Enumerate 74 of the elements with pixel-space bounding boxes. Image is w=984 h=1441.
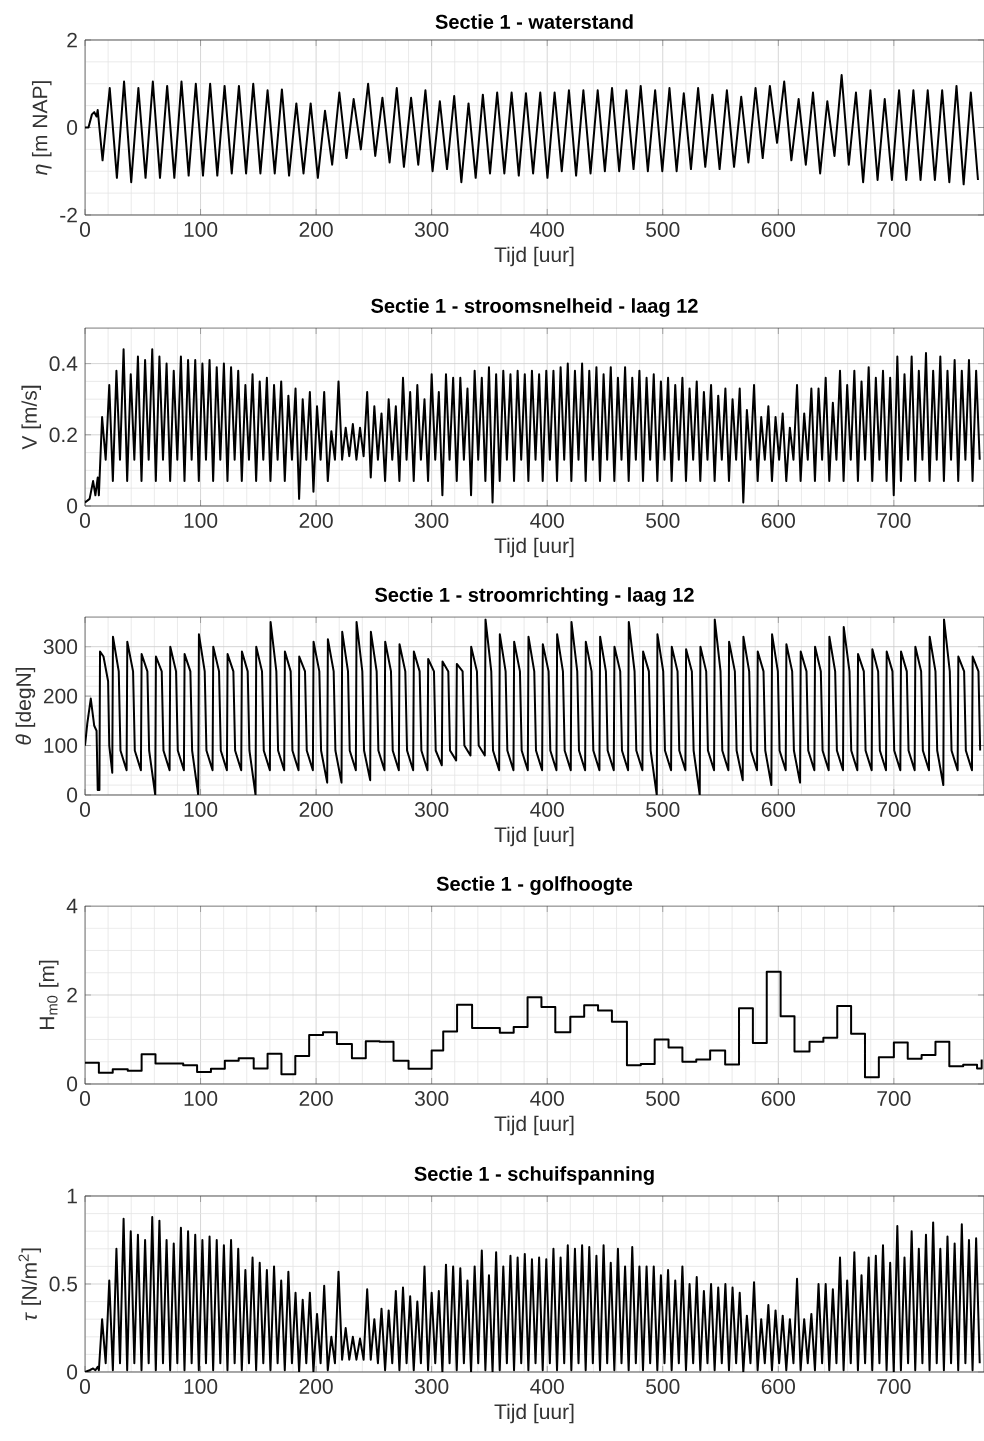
line-series <box>85 1216 981 1372</box>
x-tick-label: 600 <box>761 802 795 817</box>
x-tick-label: 500 <box>646 222 680 237</box>
y-tick-label: 200 <box>43 688 78 704</box>
chart-title: Sectie 1 - schuifspanning <box>414 1166 654 1185</box>
y-tick-label: 4 <box>66 898 78 914</box>
y-tick-label: 2 <box>67 987 77 1003</box>
x-tick-label: 400 <box>530 802 564 817</box>
y-tick-label: 0 <box>67 787 78 803</box>
x-tick-label: 0 <box>79 1091 91 1106</box>
y-tick-label: 0 <box>67 1076 78 1092</box>
x-tick-label: 700 <box>877 222 911 237</box>
y-tick-label: 0.4 <box>49 356 78 372</box>
x-tick-label: 0 <box>79 222 91 237</box>
x-axis-title: Tijd [uur] <box>494 246 574 267</box>
chart-title: Sectie 1 - stroomsnelheid - laag 12 <box>371 298 698 317</box>
x-tick-label: 300 <box>414 222 449 237</box>
y-tick-label: 2 <box>67 32 77 48</box>
x-tick-label: 300 <box>414 1379 449 1394</box>
y-axis-title: τ [N/m$^{2}$] <box>18 1248 42 1321</box>
x-tick-label: 500 <box>646 802 680 817</box>
x-tick-label: 400 <box>530 513 564 528</box>
y-tick-label: 0.5 <box>49 1276 78 1292</box>
y-tick-label: 1 <box>67 1188 77 1204</box>
x-tick-label: 300 <box>414 1091 449 1106</box>
y-axis-title: H$_{m0}$ [m] <box>38 960 59 1030</box>
x-tick-label: 300 <box>414 802 449 817</box>
x-tick-label: 200 <box>299 1379 333 1394</box>
x-tick-label: 500 <box>646 1091 680 1106</box>
y-axis-title: η [m NAP] <box>31 81 52 175</box>
x-tick-label: 100 <box>184 222 218 237</box>
y-tick-label: 300 <box>43 639 78 655</box>
x-axis-title: Tijd [uur] <box>494 1403 574 1424</box>
chart-title: Sectie 1 - golfhoogte <box>436 876 633 895</box>
x-tick-label: 200 <box>299 802 333 817</box>
x-tick-label: 0 <box>79 513 91 528</box>
x-tick-label: 600 <box>761 222 795 237</box>
x-tick-label: 100 <box>184 513 218 528</box>
x-tick-label: 500 <box>646 513 680 528</box>
x-tick-label: 400 <box>530 1379 564 1394</box>
x-tick-label: 700 <box>877 1091 911 1106</box>
x-tick-label: 700 <box>877 513 911 528</box>
y-axis-title: θ [degN] <box>15 667 36 745</box>
chart-title: Sectie 1 - stroomrichting - laag 12 <box>375 587 694 606</box>
x-tick-label: 0 <box>79 1379 91 1394</box>
x-tick-label: 600 <box>761 1379 795 1394</box>
y-tick-label: 0 <box>67 1364 78 1380</box>
x-tick-label: 700 <box>877 802 911 817</box>
chart-title: Sectie 1 - waterstand <box>435 14 633 29</box>
x-tick-label: 200 <box>299 1091 333 1106</box>
y-axis-title: V [m/s] <box>21 385 42 450</box>
x-tick-label: 300 <box>414 513 449 528</box>
x-tick-label: 700 <box>877 1379 911 1394</box>
y-tick-label: 100 <box>44 738 78 753</box>
y-tick-label: 0.2 <box>49 427 77 443</box>
x-tick-label: 200 <box>299 222 333 237</box>
x-axis-title: Tijd [uur] <box>494 1115 574 1136</box>
x-tick-label: 100 <box>184 1091 218 1106</box>
x-axis-title: Tijd [uur] <box>494 537 574 558</box>
x-tick-label: 600 <box>761 513 795 528</box>
x-tick-label: 500 <box>646 1379 680 1394</box>
line-series <box>85 74 979 186</box>
x-tick-label: 200 <box>299 513 333 528</box>
y-tick-label: 0 <box>67 498 78 514</box>
line-series <box>85 618 982 795</box>
x-axis-title: Tijd [uur] <box>494 826 574 847</box>
x-tick-label: 0 <box>79 802 91 817</box>
y-tick-label: -2 <box>60 207 77 223</box>
x-tick-label: 400 <box>530 222 564 237</box>
y-tick-label: 0 <box>67 120 78 135</box>
x-tick-label: 100 <box>184 1379 218 1394</box>
x-tick-label: 600 <box>761 1091 795 1106</box>
x-tick-label: 100 <box>184 802 218 817</box>
x-tick-label: 400 <box>530 1091 564 1106</box>
